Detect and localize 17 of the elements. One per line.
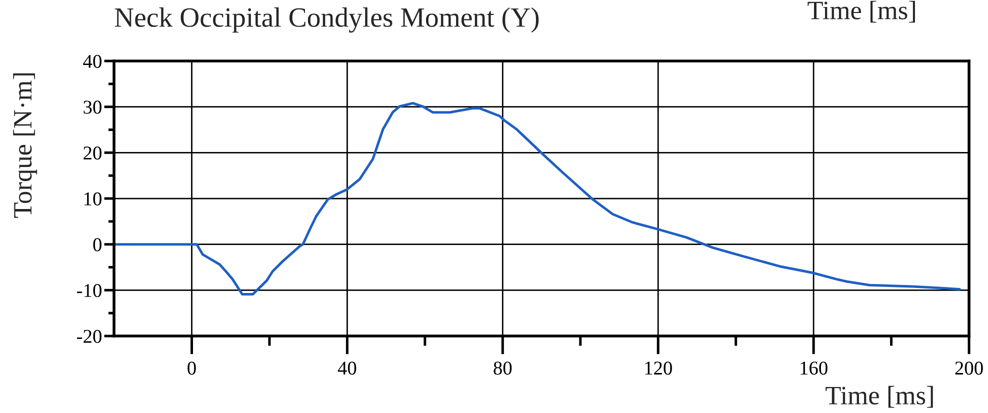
y-tick-label: -10 (77, 284, 102, 298)
y-tick-label: 0 (93, 238, 102, 252)
text: Time [ms] (808, 0, 915, 23)
y-tick-label: 30 (84, 100, 102, 114)
x-tick-label: 120 (645, 362, 672, 375)
x-tick-label: 80 (494, 362, 512, 375)
y-tick-label: 20 (84, 146, 102, 160)
x-tick-label: 0 (188, 362, 196, 375)
chart-title: Neck Occipital Condyles Moment (Y) (114, 7, 539, 33)
y-tick-label: 40 (83, 54, 102, 68)
x-tick-label: 200 (955, 362, 983, 375)
x-axis-title: Time [ms] (826, 386, 933, 408)
y-axis-title: Torque [N·m] (13, 73, 38, 218)
y-tick-label: -20 (77, 330, 102, 343)
y-tick-label: 10 (84, 192, 102, 206)
x-tick-label: 160 (800, 362, 828, 375)
x-tick-label: 40 (338, 362, 356, 375)
